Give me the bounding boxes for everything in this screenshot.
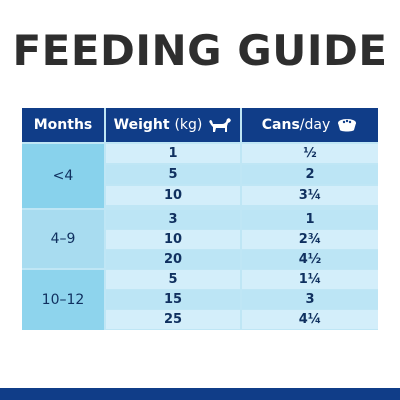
months-cell: 10–12	[22, 270, 104, 330]
feeding-table: Months <4 4–9 10–12 Weight (kg) 1 5 10 3…	[22, 108, 378, 330]
cans-column: Cans/day ½ 2 3¼ 1 2¾ 4½ 1¼ 3 4¼	[242, 108, 378, 330]
weight-cell: 10	[106, 230, 240, 249]
cans-cell: ½	[242, 144, 378, 163]
food-bowl-icon	[336, 117, 358, 133]
weight-cell: 1	[106, 144, 240, 163]
cans-cell: 1	[242, 210, 378, 229]
bottom-bar	[0, 388, 400, 400]
months-header: Months	[22, 108, 104, 142]
cans-cell: 4¼	[242, 310, 378, 329]
weight-cell: 15	[106, 290, 240, 309]
weight-header-unit: (kg)	[174, 117, 203, 133]
months-cell: <4	[22, 144, 104, 208]
weight-cell: 3	[106, 210, 240, 229]
months-column: Months <4 4–9 10–12	[22, 108, 104, 330]
cans-cell: 4½	[242, 250, 378, 269]
weight-header: Weight (kg)	[106, 108, 240, 142]
cans-cell: 2¾	[242, 230, 378, 249]
cans-cell: 1¼	[242, 270, 378, 289]
weight-column: Weight (kg) 1 5 10 3 10 20 5 15 25	[106, 108, 240, 330]
cans-header: Cans/day	[242, 108, 378, 142]
cans-cell: 3	[242, 290, 378, 309]
weight-cell: 5	[106, 270, 240, 289]
cans-cell: 3¼	[242, 186, 378, 205]
page-title: FEEDING GUIDE	[12, 26, 388, 75]
cans-header-label: Cans	[261, 117, 300, 133]
weight-cell: 5	[106, 165, 240, 184]
cans-cell: 2	[242, 165, 378, 184]
weight-cell: 25	[106, 310, 240, 329]
cans-header-unit: /day	[299, 117, 331, 133]
weight-cell: 10	[106, 186, 240, 205]
weight-header-label: Weight	[113, 117, 170, 133]
months-cell: 4–9	[22, 210, 104, 268]
weight-cell: 20	[106, 250, 240, 269]
dog-icon	[208, 116, 232, 134]
